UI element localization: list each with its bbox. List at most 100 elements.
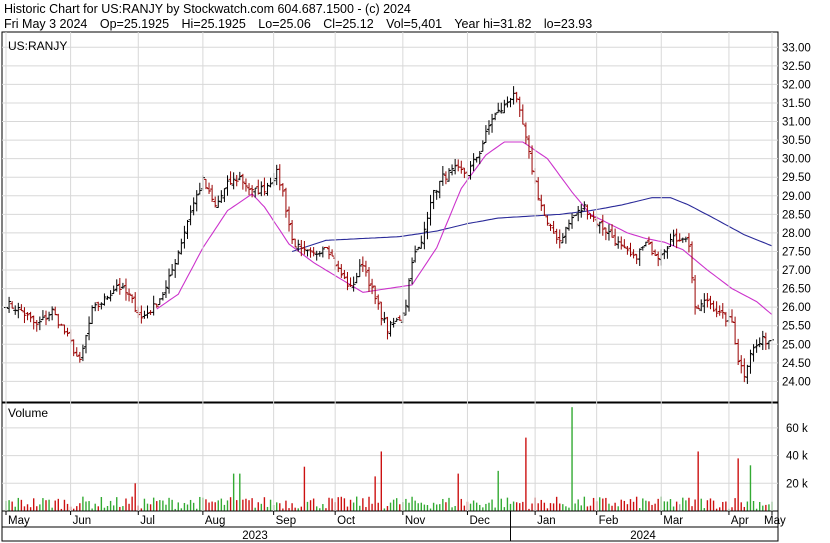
ohlc-bar: [742, 358, 747, 383]
ohlc-bar: [373, 285, 378, 305]
ohlc-bar: [351, 276, 356, 292]
ohlc-bar: [160, 292, 165, 301]
price-tick-label: 27.50: [782, 246, 811, 258]
price-tick-label: 30.00: [782, 154, 811, 166]
ohlc-bar: [683, 236, 688, 243]
ohlc-bar: [625, 246, 630, 255]
ohlc-bar: [723, 311, 728, 327]
month-label: Dec: [469, 515, 490, 527]
ohlc-bar: [93, 302, 98, 312]
chart-title: Historic Chart for US:RANJY by Stockwatc…: [4, 2, 411, 16]
ohlc-bar: [213, 196, 218, 208]
volume-tick-label: 60 k: [786, 423, 808, 435]
ohlc-bar: [671, 229, 676, 246]
ohlc-bar: [622, 239, 627, 249]
ohlc-bar: [483, 125, 488, 143]
ohlc-bar: [253, 187, 258, 198]
ohlc-bar: [551, 220, 556, 234]
ohlc-bar: [210, 184, 215, 203]
ohlc-bar: [262, 177, 267, 196]
ohlc-bar: [403, 299, 408, 316]
ohlc-bar: [280, 183, 285, 197]
ohlc-bar: [117, 278, 122, 295]
ohlc-bar: [268, 177, 273, 188]
ohlc-bar: [573, 214, 578, 217]
ohlc-bar: [757, 337, 762, 348]
ohlc-bar: [450, 164, 455, 176]
price-panel: 24.00 24.50 25.00 25.50 26.00 26.50 27.00 27.50…: [1, 31, 811, 403]
quote-high: Hi=25.1925: [181, 17, 246, 31]
ohlc-bar: [606, 224, 611, 241]
ohlc-bar: [87, 316, 92, 341]
ohlc-bar: [431, 189, 436, 210]
ohlc-bar: [557, 229, 562, 249]
ohlc-bar: [247, 183, 252, 196]
ohlc-bar: [711, 300, 716, 312]
ohlc-bar: [105, 295, 110, 300]
price-tick-label: 24.00: [782, 376, 811, 388]
ohlc-bar: [603, 227, 608, 241]
ohlc-bar: [505, 96, 510, 108]
ohlc-bar: [96, 301, 101, 312]
ohlc-bar: [111, 285, 116, 294]
month-label: Aug: [205, 515, 225, 527]
ohlc-bar: [339, 264, 344, 278]
month-label: May: [764, 515, 786, 527]
ohlc-bar: [203, 178, 208, 190]
price-tick-label: 32.00: [782, 79, 811, 91]
ohlc-bar: [40, 310, 45, 321]
month-label: Feb: [599, 515, 619, 527]
ohlc-bar: [754, 339, 759, 353]
ohlc-bar: [616, 236, 621, 249]
ohlc-bar: [388, 320, 393, 337]
ohlc-bar: [576, 205, 581, 222]
ohlc-bar: [167, 268, 172, 294]
ohlc-bar: [28, 311, 33, 323]
month-label: Mar: [663, 515, 683, 527]
ohlc-bar: [665, 246, 670, 259]
ohlc-bar: [47, 311, 52, 322]
year-label: 2024: [630, 530, 656, 542]
ohlc-bar: [406, 278, 411, 312]
quote-summary: Fri May 3 2024 Op=25.1925 Hi=25.1925 Lo=…: [4, 17, 601, 31]
ohlc-bar: [296, 239, 301, 252]
ohlc-bar: [391, 317, 396, 328]
ohlc-bar: [613, 228, 618, 247]
ohlc-bar: [43, 310, 48, 326]
volume-panel-label: Volume: [8, 406, 48, 420]
ohlc-bar: [394, 317, 399, 322]
ohlc-bar: [108, 290, 113, 302]
ohlc-bar: [348, 277, 353, 288]
ohlc-bar: [314, 250, 319, 261]
ohlc-bar: [413, 245, 418, 263]
price-tick-label: 29.00: [782, 191, 811, 203]
x-axis-frame: [1, 510, 779, 542]
ohlc-bar: [142, 310, 147, 319]
ohlc-bar: [283, 187, 288, 218]
ohlc-bar: [530, 145, 535, 175]
ohlc-bar: [219, 190, 224, 203]
ohlc-bar: [714, 301, 719, 318]
ohlc-bar: [471, 153, 476, 172]
ohlc-bar: [416, 246, 421, 251]
ohlc-bar: [382, 311, 387, 324]
month-label: Sep: [276, 515, 296, 527]
ohlc-bar: [733, 316, 738, 345]
ohlc-bar: [640, 246, 645, 251]
ohlc-bar: [690, 241, 695, 284]
ohlc-bar: [585, 204, 590, 220]
ohlc-bar: [74, 347, 79, 357]
ohlc-bar: [499, 102, 504, 114]
month-label: Apr: [731, 515, 749, 527]
ohlc-bar: [653, 249, 658, 256]
ohlc-bar: [440, 165, 445, 186]
ohlc-bar: [188, 205, 193, 226]
ohlc-bar: [77, 351, 82, 363]
price-tick-label: 28.00: [782, 228, 811, 240]
ohlc-bar: [240, 173, 245, 190]
ohlc-bar: [748, 349, 753, 374]
ohlc-bar: [705, 292, 710, 308]
ohlc-bar: [579, 204, 584, 218]
ohlc-bar: [646, 236, 651, 245]
ohlc-bar: [354, 272, 359, 284]
